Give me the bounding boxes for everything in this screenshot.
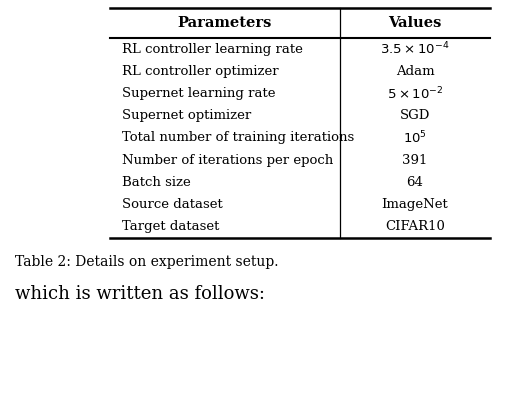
Text: Parameters: Parameters	[178, 16, 272, 30]
Text: Total number of training iterations: Total number of training iterations	[122, 131, 354, 145]
Text: RL controller optimizer: RL controller optimizer	[122, 65, 279, 78]
Text: Batch size: Batch size	[122, 176, 191, 189]
Text: SGD: SGD	[400, 109, 430, 122]
Text: Adam: Adam	[396, 65, 434, 78]
Text: Source dataset: Source dataset	[122, 198, 222, 211]
Text: 64: 64	[407, 176, 423, 189]
Text: Target dataset: Target dataset	[122, 221, 219, 233]
Text: Supernet learning rate: Supernet learning rate	[122, 87, 276, 100]
Text: RL controller learning rate: RL controller learning rate	[122, 43, 303, 55]
Text: Table 2: Details on experiment setup.: Table 2: Details on experiment setup.	[15, 255, 278, 269]
Text: $10^5$: $10^5$	[403, 130, 427, 146]
Text: 391: 391	[402, 154, 428, 167]
Text: $5 \times 10^{-2}$: $5 \times 10^{-2}$	[387, 85, 443, 102]
Text: $3.5 \times 10^{-4}$: $3.5 \times 10^{-4}$	[380, 41, 450, 57]
Text: CIFAR10: CIFAR10	[385, 221, 445, 233]
Text: Number of iterations per epoch: Number of iterations per epoch	[122, 154, 333, 167]
Text: which is written as follows:: which is written as follows:	[15, 285, 265, 303]
Text: Values: Values	[388, 16, 442, 30]
Text: Supernet optimizer: Supernet optimizer	[122, 109, 251, 122]
Text: ImageNet: ImageNet	[382, 198, 448, 211]
